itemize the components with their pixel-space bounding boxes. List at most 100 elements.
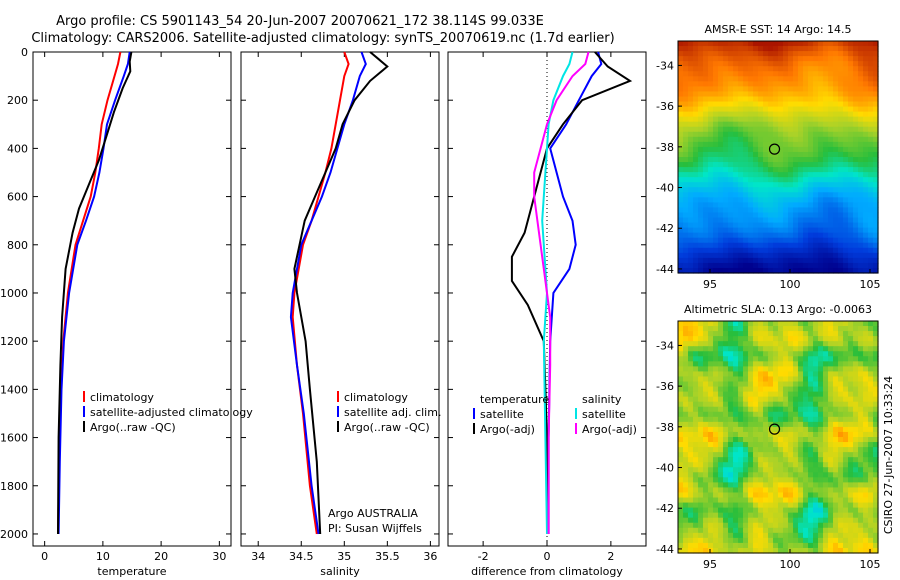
heatmap-cell — [678, 462, 684, 468]
heatmap-cell — [848, 157, 854, 163]
heatmap-cell — [748, 421, 754, 428]
heatmap-cell — [778, 242, 784, 249]
heatmap-cell — [783, 61, 789, 67]
heatmap-cell — [773, 336, 779, 342]
heatmap-cell — [683, 227, 689, 234]
heatmap-cell — [683, 482, 689, 489]
heatmap-cell — [813, 76, 819, 82]
heatmap-cell — [713, 522, 719, 529]
heatmap-cell — [863, 262, 869, 269]
heatmap-cell — [838, 477, 844, 483]
heatmap-cell — [708, 131, 714, 138]
heatmap-cell — [723, 391, 729, 398]
heatmap-cell — [838, 202, 844, 209]
heatmap-cell — [798, 212, 804, 219]
heatmap-cell — [728, 237, 734, 244]
heatmap-cell — [788, 391, 794, 398]
heatmap-cell — [748, 321, 754, 327]
heatmap-cell — [823, 252, 829, 259]
heatmap-cell — [848, 416, 854, 423]
heatmap-cell — [713, 401, 719, 408]
heatmap-cell — [713, 242, 719, 249]
heatmap-cell — [858, 96, 864, 103]
heatmap-cell — [778, 401, 784, 408]
heatmap-cell — [858, 187, 864, 193]
heatmap-cell — [838, 61, 844, 67]
heatmap-cell — [833, 116, 839, 123]
heatmap-cell — [733, 346, 739, 352]
heatmap-cell — [683, 66, 689, 72]
heatmap-cell — [798, 126, 804, 133]
heatmap-cell — [813, 136, 819, 143]
heatmap-cell — [828, 267, 834, 274]
heatmap-cell — [708, 146, 714, 153]
heatmap-cell — [788, 131, 794, 138]
heatmap-cell — [838, 187, 844, 193]
heatmap-cell — [833, 467, 839, 473]
heatmap-cell — [783, 232, 789, 239]
heatmap-cell — [783, 41, 789, 47]
heatmap-cell — [873, 497, 879, 504]
heatmap-cell — [788, 537, 794, 544]
heatmap-cell — [838, 96, 844, 103]
x-tick-label: 105 — [860, 558, 881, 571]
heatmap-cell — [798, 222, 804, 229]
heatmap-cell — [678, 182, 684, 188]
heatmap-cell — [713, 162, 719, 168]
heatmap-cell — [713, 157, 719, 163]
heatmap-cell — [803, 547, 809, 554]
heatmap-cell — [748, 517, 754, 524]
heatmap-cell — [838, 126, 844, 133]
heatmap-cell — [728, 472, 734, 478]
heatmap-cell — [738, 401, 744, 408]
heatmap-cell — [828, 351, 834, 357]
heatmap-cell — [703, 356, 709, 362]
legend-entry: satellite — [582, 408, 626, 421]
heatmap-cell — [733, 242, 739, 249]
heatmap-cell — [853, 532, 859, 539]
heatmap-cell — [778, 116, 784, 123]
heatmap-cell — [718, 376, 724, 383]
heatmap-cell — [753, 172, 759, 178]
heatmap-cell — [703, 222, 709, 229]
heatmap-cell — [723, 197, 729, 203]
heatmap-cell — [743, 507, 749, 514]
heatmap-cell — [698, 547, 704, 554]
heatmap-cell — [688, 492, 694, 499]
heatmap-cell — [873, 487, 879, 494]
heatmap-cell — [768, 502, 774, 509]
heatmap-cell — [788, 381, 794, 388]
heatmap-cell — [733, 257, 739, 264]
heatmap-cell — [868, 66, 874, 72]
heatmap-cell — [713, 537, 719, 544]
heatmap-cell — [693, 331, 699, 337]
heatmap-cell — [868, 192, 874, 198]
heatmap-cell — [713, 141, 719, 148]
heatmap-cell — [843, 391, 849, 398]
heatmap-cell — [828, 106, 834, 113]
heatmap-cell — [733, 341, 739, 347]
heatmap-cell — [688, 56, 694, 62]
heatmap-cell — [703, 267, 709, 274]
heatmap-cell — [718, 447, 724, 453]
heatmap-cell — [793, 267, 799, 274]
heatmap-cell — [748, 507, 754, 514]
heatmap-cell — [833, 131, 839, 138]
heatmap-cell — [703, 262, 709, 269]
heatmap-cell — [803, 237, 809, 244]
heatmap-cell — [718, 472, 724, 478]
heatmap-cell — [738, 157, 744, 163]
heatmap-cell — [868, 131, 874, 138]
heatmap-cell — [848, 341, 854, 347]
heatmap-cell — [693, 391, 699, 398]
heatmap-cell — [833, 346, 839, 352]
heatmap-cell — [873, 167, 879, 173]
heatmap-cell — [808, 371, 814, 378]
heatmap-cell — [693, 401, 699, 408]
heatmap-cell — [718, 547, 724, 554]
heatmap-cell — [853, 467, 859, 473]
heatmap-cell — [703, 146, 709, 153]
heatmap-cell — [788, 437, 794, 443]
heatmap-cell — [803, 162, 809, 168]
heatmap-cell — [793, 326, 799, 332]
